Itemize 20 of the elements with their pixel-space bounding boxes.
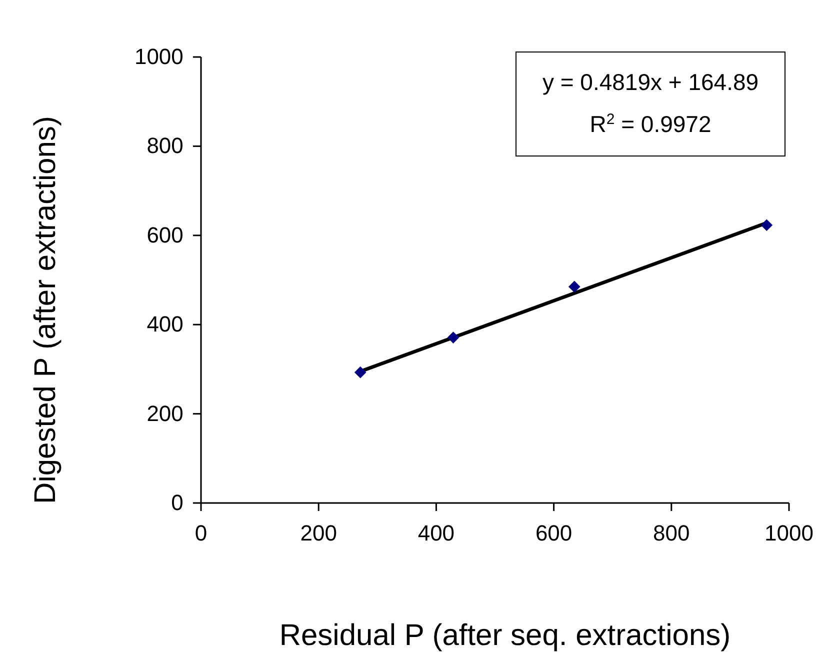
x-tick-label: 0 <box>194 520 208 546</box>
y-tick-label: 600 <box>146 222 184 248</box>
x-tick-label: 1000 <box>764 520 814 546</box>
point <box>447 332 460 344</box>
point <box>760 219 773 232</box>
x-axis-title: Residual P (after seq. extractions) <box>279 619 731 652</box>
y-tick-label: 200 <box>146 400 184 426</box>
y-axis-title: Digested P (after extractions) <box>29 116 62 504</box>
x-tick-label: 800 <box>653 520 690 546</box>
point <box>568 280 580 293</box>
y-tick-label: 800 <box>146 133 184 158</box>
annotation: R$^{2}$ = 0.9972 <box>590 110 712 137</box>
y-tick-label: 1000 <box>134 44 184 70</box>
annotation: y = 0.4819x + 164.89 <box>542 69 759 95</box>
point <box>354 366 366 378</box>
y-tick-label: 0 <box>171 490 184 516</box>
x-tick-label: 600 <box>535 520 572 546</box>
y-tick-label: 400 <box>146 312 184 337</box>
x-tick-label: 200 <box>300 520 337 546</box>
x-tick-label: 400 <box>418 520 455 546</box>
